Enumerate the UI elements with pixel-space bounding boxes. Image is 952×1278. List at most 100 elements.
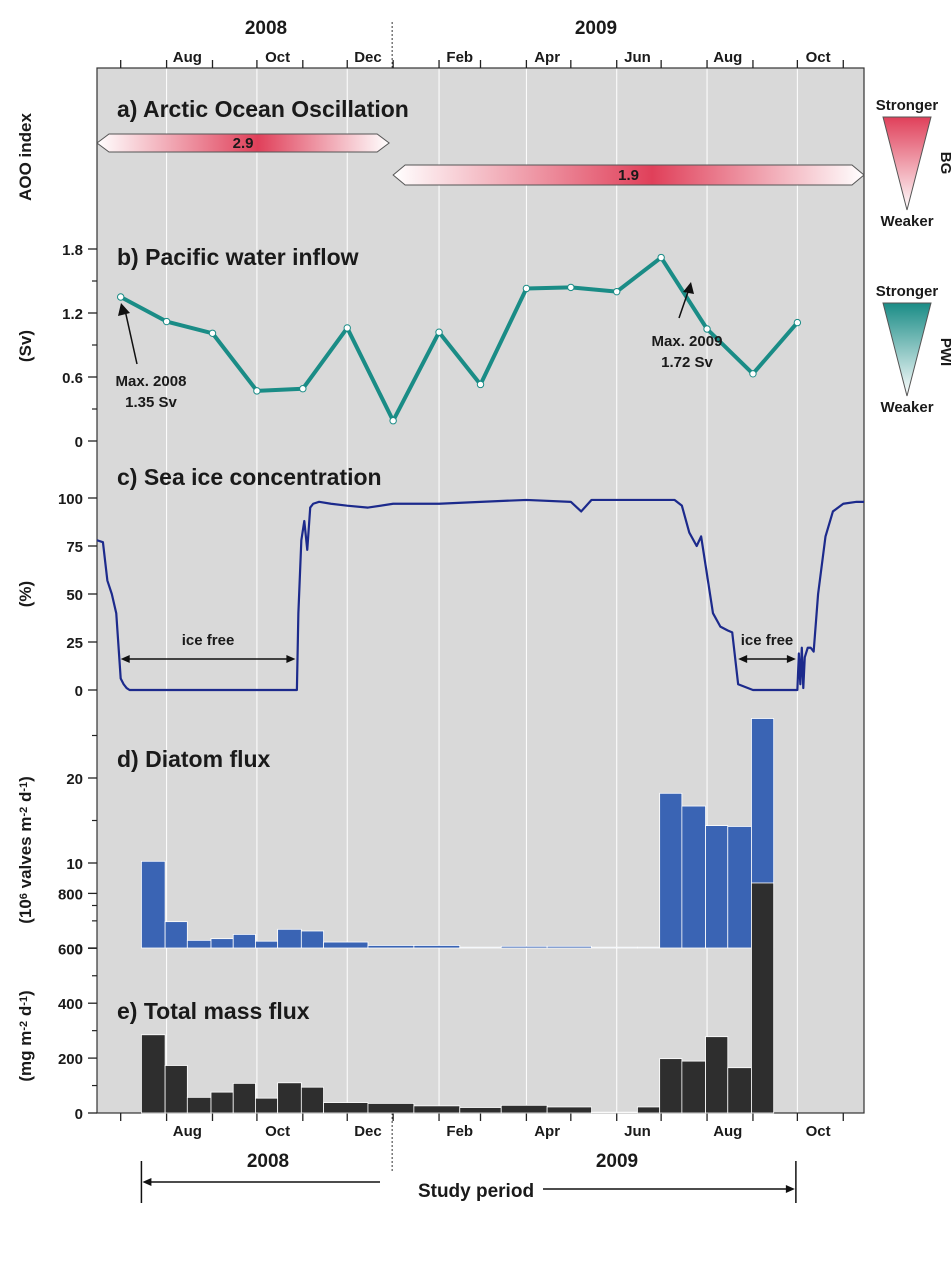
bottom-year-2009: 2009 <box>596 1151 638 1172</box>
arrow-head <box>785 1185 795 1193</box>
diatom-bar <box>591 946 638 949</box>
panel-b-ytick-label: 1.8 <box>62 242 83 259</box>
aoo-bar-2008-label: 2.9 <box>233 135 254 152</box>
pwi-data-point <box>253 387 261 395</box>
panel-b-ytick-label: 0.6 <box>62 370 83 387</box>
mass-bar <box>141 1034 166 1114</box>
mass-bar <box>751 882 775 1114</box>
panel-b-title: b) Pacific water inflow <box>117 244 359 270</box>
panel-b-ylabel: (Sv) <box>16 330 35 362</box>
mass-bar <box>210 1091 234 1114</box>
mass-bar <box>413 1105 461 1114</box>
month-tick-label-bottom: Jun <box>624 1123 651 1140</box>
diatom-bar <box>637 946 661 949</box>
diatom-bar <box>255 940 279 949</box>
ylabel-part: valves m <box>16 817 35 894</box>
pwi-legend-bottom: Weaker <box>880 399 933 416</box>
mass-bar <box>255 1097 279 1114</box>
bottom-year-2008: 2008 <box>247 1151 289 1172</box>
pwi-data-point <box>793 318 802 327</box>
pwi-legend-wedge <box>882 302 932 397</box>
pwi-data-point <box>522 284 531 293</box>
diatom-bar <box>323 941 369 949</box>
arrow-head <box>286 655 296 663</box>
panel-d-ytick-label: 20 <box>66 771 83 788</box>
bg-legend-name: BG <box>937 152 952 175</box>
diatom-bar <box>210 938 234 949</box>
month-tick-label-top: Aug <box>713 49 742 66</box>
ylabel-part: 6 <box>18 893 30 899</box>
mass-bar <box>186 1096 212 1114</box>
max-2008-label: Max. 2008 <box>116 373 187 390</box>
month-tick-label-bottom: Oct <box>806 1123 831 1140</box>
mass-bar <box>727 1067 752 1114</box>
arrow-head <box>118 303 130 316</box>
pwi-data-point <box>299 385 307 393</box>
arrow-head <box>683 282 694 294</box>
panel-c-ytick-label: 50 <box>66 587 83 604</box>
mass-bar <box>277 1082 302 1114</box>
month-tick-label-top: Oct <box>265 49 290 66</box>
diatom-bar <box>232 934 256 949</box>
pwi-data-point <box>476 380 485 389</box>
pwi-data-point <box>567 283 575 292</box>
panel-b-ytick-label: 1.2 <box>62 306 83 323</box>
pwi-data-point <box>657 253 665 262</box>
month-tick-label-top: Aug <box>173 49 202 66</box>
diatom-bar <box>681 805 706 949</box>
panel-e-ylabel: (mg m-2 d-1) <box>16 990 35 1081</box>
ylabel-part: -1 <box>18 996 30 1006</box>
diatom-bar <box>277 928 302 949</box>
ylabel-part: ) <box>16 990 35 996</box>
ylabel-part: (10 <box>16 899 35 924</box>
panel-d-title: d) Diatom flux <box>117 746 271 772</box>
panel-c-ytick-label: 0 <box>75 683 83 700</box>
max-2009-value: 1.72 Sv <box>661 354 713 371</box>
pwi-legend-top: Stronger <box>876 283 939 300</box>
panel-d-ytick-label: 0 <box>75 941 83 958</box>
mass-bar <box>500 1104 548 1114</box>
pwi-data-point <box>703 325 711 333</box>
mass-bar <box>367 1102 415 1114</box>
bg-legend-wedge <box>882 116 932 211</box>
panel-e-ytick-label: 600 <box>58 941 83 958</box>
month-tick-label-bottom: Dec <box>354 1123 382 1140</box>
pwi-data-point <box>389 417 397 425</box>
month-tick-label-bottom: Aug <box>713 1123 742 1140</box>
ylabel-part: (mg m <box>16 1031 35 1082</box>
month-tick-label-top: Oct <box>806 49 831 66</box>
diatom-bar <box>367 945 415 949</box>
plot-background <box>97 68 864 1113</box>
pwi-data-point <box>208 329 217 337</box>
arrow-head <box>738 655 748 663</box>
aoo-bar-2009-label: 1.9 <box>618 167 639 184</box>
panel-e-ytick-label: 800 <box>58 886 83 903</box>
max-2008-value: 1.35 Sv <box>125 394 177 411</box>
diatom-bar <box>300 930 324 949</box>
panel-a-title: a) Arctic Ocean Oscillation <box>117 96 409 122</box>
pwi-data-point <box>749 370 757 378</box>
mass-bar <box>659 1058 683 1114</box>
arrow-head <box>120 655 130 663</box>
arrow-head <box>142 1178 152 1186</box>
diatom-bar <box>164 921 188 949</box>
ylabel-part: d <box>16 792 35 807</box>
year-label-2009: 2009 <box>575 18 617 39</box>
aoo-bar-2008 <box>96 133 390 153</box>
ice-free-2008-label: ice free <box>182 632 235 649</box>
diatom-bar <box>705 825 729 949</box>
month-tick-label-bottom: Oct <box>265 1123 290 1140</box>
diatom-bar <box>459 946 502 949</box>
panel-a-ylabel: AOO index <box>16 113 35 201</box>
mass-bar <box>705 1036 729 1114</box>
diatom-bar <box>546 945 592 949</box>
panel-d-ylabel: (106 valves m-2 d-1) <box>16 776 35 924</box>
mass-bar <box>232 1082 256 1114</box>
mass-bar <box>681 1060 706 1114</box>
diatom-bar <box>659 792 683 949</box>
bg-legend-top: Stronger <box>876 97 939 114</box>
ylabel-part: -2 <box>18 1021 30 1031</box>
ice-free-2009-label: ice free <box>741 632 794 649</box>
